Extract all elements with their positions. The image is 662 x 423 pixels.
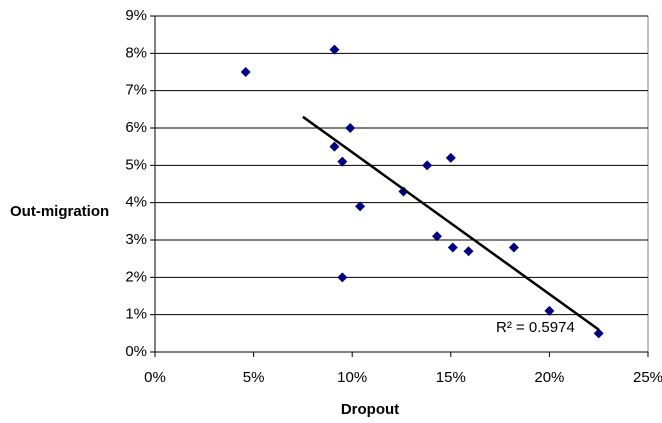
- y-tick-label: 4%: [125, 194, 147, 211]
- point: [422, 160, 433, 171]
- point: [463, 246, 474, 257]
- plot-area: [154, 15, 649, 353]
- x-axis-label: Dropout: [341, 401, 399, 418]
- x-tick-label: 0%: [144, 369, 166, 386]
- point: [445, 152, 456, 163]
- point: [398, 186, 409, 197]
- x-tick-label: 20%: [534, 369, 564, 386]
- x-tick-label: 10%: [337, 369, 367, 386]
- y-tick-label: 0%: [125, 343, 147, 360]
- point: [355, 201, 366, 212]
- y-tick-label: 3%: [125, 231, 147, 248]
- y-tick-label: 8%: [125, 44, 147, 61]
- point: [345, 123, 356, 133]
- x-tick-label: 25%: [633, 369, 662, 386]
- point: [337, 156, 348, 167]
- r-squared-label: R² = 0.5974: [496, 319, 575, 336]
- y-tick-label: 6%: [125, 119, 147, 136]
- point: [329, 44, 340, 55]
- y-tick-label: 9%: [125, 7, 147, 24]
- y-axis-label: Out-migration: [10, 203, 109, 220]
- point: [337, 272, 348, 283]
- x-tick-label: 15%: [436, 369, 466, 386]
- point: [329, 141, 340, 152]
- y-tick-label: 2%: [125, 268, 147, 285]
- point: [431, 231, 442, 242]
- y-tick-label: 5%: [125, 156, 147, 173]
- trendline: [302, 115, 600, 331]
- x-tick-label: 5%: [243, 369, 265, 386]
- point: [447, 242, 458, 253]
- point: [240, 67, 251, 77]
- point: [544, 305, 555, 316]
- point: [508, 242, 519, 253]
- point: [593, 328, 604, 339]
- y-tick-label: 7%: [125, 82, 147, 99]
- y-tick-label: 1%: [125, 306, 147, 323]
